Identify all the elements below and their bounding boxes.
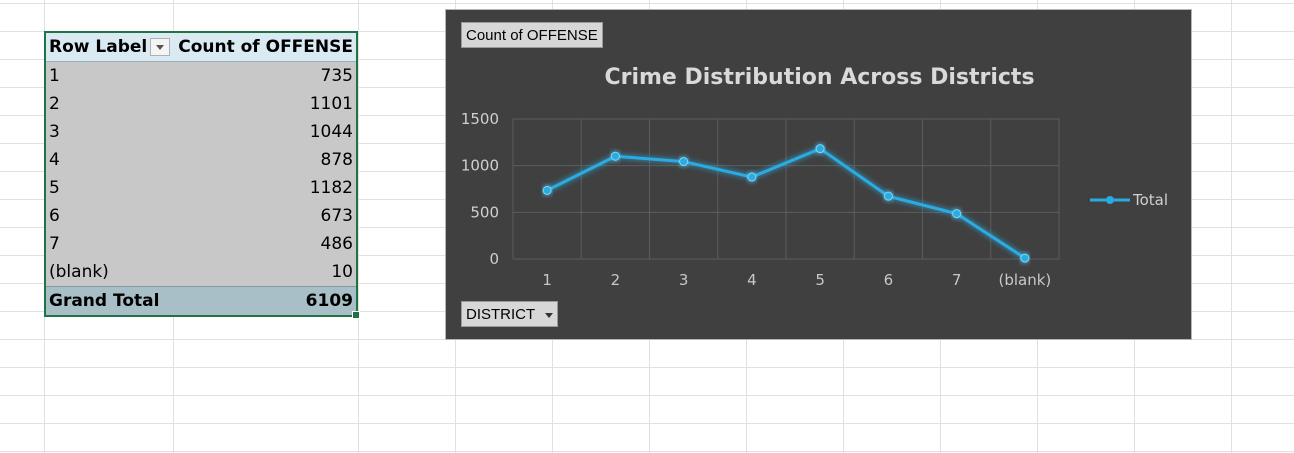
pivot-row-value: 878 xyxy=(320,150,353,170)
pivot-row-label: (blank) xyxy=(49,262,109,282)
legend-label-total: Total xyxy=(1132,191,1168,209)
x-tick-label: 4 xyxy=(747,271,757,289)
x-tick-label: 2 xyxy=(611,271,621,289)
data-point xyxy=(952,209,962,219)
grid-row-line xyxy=(0,423,1294,424)
y-tick-label: 0 xyxy=(489,250,499,268)
data-point xyxy=(883,191,893,201)
x-tick-label: 3 xyxy=(679,271,689,289)
pivot-row-value: 735 xyxy=(320,66,353,86)
pivot-header-row: Row Labels Count of OFFENSE xyxy=(46,33,356,62)
chart-plot: 0 500 1000 1500 1 2 3 4 5 6 7 (blank) Total xyxy=(461,110,1168,289)
pivot-row[interactable]: 2 1101 xyxy=(46,90,356,118)
pivot-row-value: 1044 xyxy=(309,122,353,142)
data-point xyxy=(1020,253,1030,263)
pivot-chart[interactable]: Count of OFFENSE Crime Distribution Acro… xyxy=(445,9,1192,340)
y-tick-label: 1000 xyxy=(461,157,499,175)
grand-total-value: 6109 xyxy=(305,291,353,311)
data-point xyxy=(815,144,825,154)
y-tick-label: 500 xyxy=(470,203,499,221)
pivot-row-value: 1182 xyxy=(309,178,353,198)
pivot-row[interactable]: 1 735 xyxy=(46,62,356,90)
x-tick-label: (blank) xyxy=(998,271,1051,289)
count-of-offense-field-button[interactable]: Count of OFFENSE xyxy=(461,22,603,48)
pivot-row-value: 486 xyxy=(320,234,353,254)
grid-row-line xyxy=(0,395,1294,396)
y-tick-label: 1500 xyxy=(461,110,499,128)
x-tick-label: 5 xyxy=(815,271,825,289)
pivot-row-value: 673 xyxy=(320,206,353,226)
pivot-table[interactable]: Row Labels Count of OFFENSE 1 735 2 1101 3 10… xyxy=(44,31,360,319)
series-line-total xyxy=(546,146,1026,260)
selection-fill-handle[interactable] xyxy=(352,311,360,319)
pivot-row-label: 6 xyxy=(49,206,60,226)
pivot-row-label: 3 xyxy=(49,122,60,142)
grid-row-line xyxy=(0,451,1294,452)
pivot-row-label: 4 xyxy=(49,150,60,170)
pivot-row-label: 7 xyxy=(49,234,60,254)
pivot-row[interactable]: 3 1044 xyxy=(46,118,356,146)
x-tick-label: 6 xyxy=(884,271,894,289)
chevron-down-icon xyxy=(545,312,554,318)
data-point xyxy=(610,151,620,161)
grand-total-row[interactable]: Grand Total 6109 xyxy=(46,286,356,315)
district-field-button[interactable]: DISTRICT xyxy=(461,301,559,327)
pivot-row[interactable]: 4 878 xyxy=(46,146,356,174)
pivot-row[interactable]: 5 1182 xyxy=(46,174,356,202)
data-point xyxy=(542,185,552,195)
grid-row-line xyxy=(0,367,1294,368)
pivot-row-value: 1101 xyxy=(309,94,353,114)
district-field-label: DISTRICT xyxy=(466,306,536,323)
grid-column-line xyxy=(1231,0,1232,453)
grid-column-line xyxy=(358,0,359,453)
legend-point-marker xyxy=(1106,196,1114,204)
grand-total-label: Grand Total xyxy=(49,291,160,311)
pivot-row-label: 5 xyxy=(49,178,60,198)
pivot-row-label: 1 xyxy=(49,66,60,86)
pivot-row[interactable]: (blank) 10 xyxy=(46,258,356,286)
grid-row-line xyxy=(0,3,1294,4)
pivot-row[interactable]: 6 673 xyxy=(46,202,356,230)
row-labels-header[interactable]: Row Labels xyxy=(49,37,147,57)
row-labels-filter-button[interactable] xyxy=(150,38,170,56)
x-tick-label: 7 xyxy=(952,271,962,289)
count-of-offense-header[interactable]: Count of OFFENSE xyxy=(178,37,353,57)
pivot-row-label: 2 xyxy=(49,94,60,114)
data-point xyxy=(747,172,757,182)
pivot-row[interactable]: 7 486 xyxy=(46,230,356,258)
chart-title: Crime Distribution Across Districts xyxy=(604,65,1035,90)
x-tick-label: 1 xyxy=(542,271,552,289)
pivot-row-value: 10 xyxy=(331,262,353,282)
data-point xyxy=(679,157,689,167)
